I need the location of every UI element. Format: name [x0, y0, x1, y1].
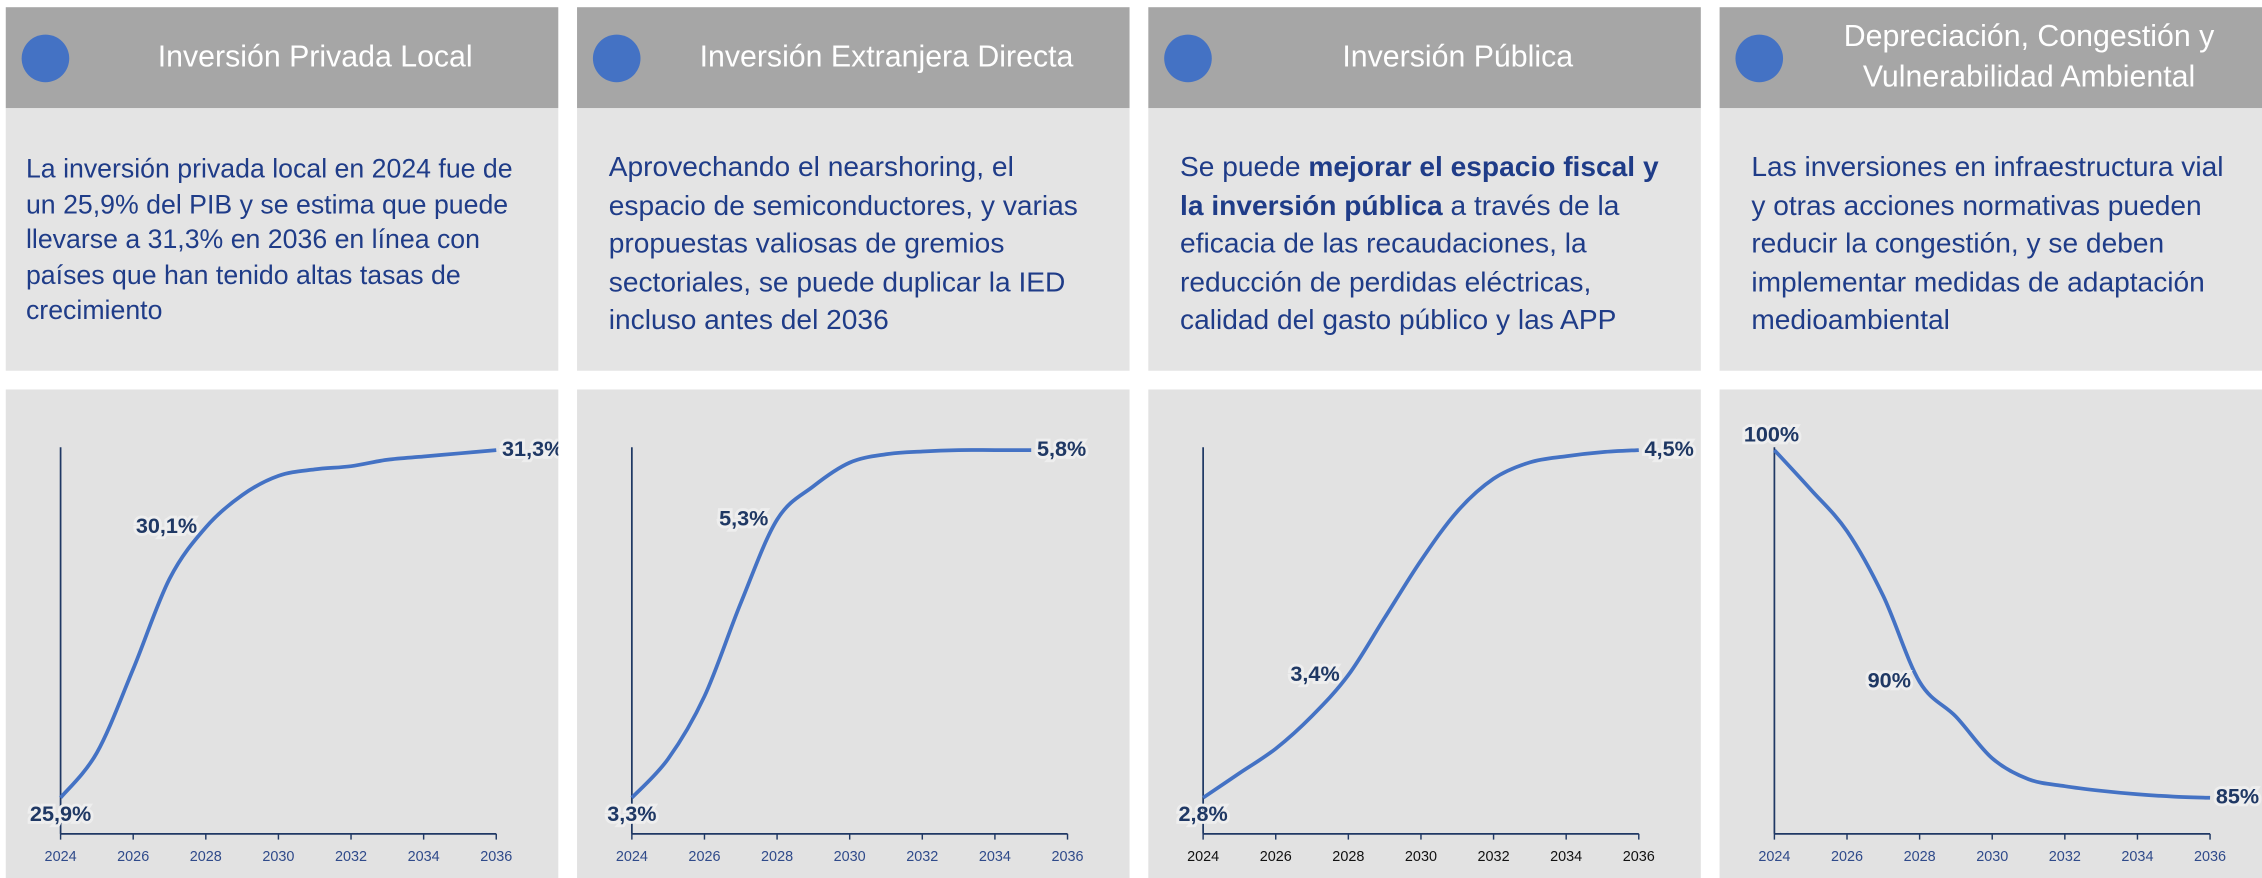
panel-header: Inversión Pública [1148, 7, 1701, 109]
x-tick-label: 2032 [2049, 849, 2081, 865]
x-tick-label: 2028 [1332, 849, 1364, 865]
x-tick-label: 2032 [1478, 849, 1510, 865]
data-label: 25,9% [30, 801, 91, 826]
x-tick-label: 2028 [1904, 849, 1936, 865]
chart-box: 2024 2026 2028 2030 2032 2034 2036 3,3% 5,3% 5,8% [577, 389, 1130, 878]
x-tick-label: 2026 [1831, 849, 1863, 865]
panel-title: Depreciación, Congestión y Vulnerabilida… [1843, 20, 2215, 94]
x-tick-label: 2036 [1051, 849, 1083, 865]
data-label: 30,1% [136, 513, 197, 538]
x-tick-label: 2034 [979, 849, 1011, 865]
panel-body: Se puede mejorar el espacio fiscal y la … [1148, 108, 1701, 371]
panel-text: Las inversiones en infraestructura vial … [1751, 149, 2240, 340]
bold-text: mejorar el espacio fiscal y la inversión… [1180, 151, 1659, 222]
panel: Depreciación, Congestión y Vulnerabilida… [1719, 7, 2262, 878]
chart: 2024 2026 2028 2030 2032 2034 2036 2,8% 3,4% 4,5% [1176, 433, 1697, 865]
x-tick-label: 2026 [688, 849, 720, 865]
panel-text: Aprovechando el nearshoring, el espacio … [609, 149, 1098, 340]
x-tick-label: 2030 [262, 849, 294, 865]
data-label: 4,5% [1645, 436, 1694, 461]
chart-box: 2024 2026 2028 2030 2032 2034 2036 2,8% 3,4% 4,5% [1148, 389, 1701, 878]
x-tick-label: 2030 [834, 849, 866, 865]
line [1202, 448, 1639, 800]
text: La inversión privada local en 2024 fue d… [25, 152, 513, 325]
data-label: 2,8% [1178, 801, 1227, 826]
chart-box: 2024 2026 2028 2030 2032 2034 2036 25,9% 30,1% 31… [5, 389, 566, 878]
panel: Inversión Extranjera Directa Aprovechando… [577, 7, 1130, 878]
text: Las inversiones en infraestructura vial … [1751, 151, 2224, 337]
header-dot [1164, 34, 1212, 83]
x-tick-label: 2024 [45, 849, 77, 865]
x-tick-label: 2034 [1550, 849, 1582, 865]
x-tick-label: 2030 [1405, 849, 1437, 865]
x-tick-label: 2024 [1187, 849, 1219, 865]
panel-header: Depreciación, Congestión y Vulnerabilida… [1719, 7, 2262, 109]
x-tick-label: 2026 [1260, 849, 1292, 865]
panel-text: La inversión privada local en 2024 fue d… [26, 151, 527, 328]
x-tick-label: 2034 [2121, 849, 2153, 865]
data-label: 100% [1744, 421, 1799, 446]
panel-body: Aprovechando el nearshoring, el espacio … [577, 108, 1130, 371]
line [59, 448, 497, 799]
header-dot [1735, 34, 1784, 83]
x-tick-label: 2036 [480, 849, 512, 865]
x-tick-label: 2034 [408, 849, 440, 865]
x-tick-label: 2030 [1976, 849, 2008, 865]
chart: 2024 2026 2028 2030 2032 2034 2036 25,9% 30,1% 31… [27, 433, 566, 865]
header-dot [21, 34, 70, 83]
line [630, 448, 1032, 800]
panel-header: Inversión Extranjera Directa [577, 7, 1130, 109]
panel-text: Se puede mejorar el espacio fiscal y la … [1180, 149, 1669, 340]
x-tick-label: 2036 [2194, 849, 2226, 865]
data-label: 3,4% [1290, 661, 1339, 686]
data-label: 90% [1868, 668, 1911, 693]
panel: Inversión Pública Se puede mejorar el esp… [1148, 7, 1701, 878]
panel-body: La inversión privada local en 2024 fue d… [5, 108, 559, 371]
data-label: 5,8% [1037, 436, 1086, 461]
panel-title: Inversión Privada Local [157, 40, 473, 74]
text: Se puede [1180, 151, 1309, 184]
x-tick-label: 2028 [190, 849, 222, 865]
panel-header: Inversión Privada Local [5, 7, 559, 109]
x-tick-label: 2036 [1623, 849, 1655, 865]
panel-title: Inversión Pública [1342, 40, 1574, 74]
header-dot [592, 34, 641, 83]
x-tick-label: 2024 [616, 849, 648, 865]
x-tick-label: 2028 [761, 849, 793, 865]
chart-box: 2024 2026 2028 2030 2032 2034 2036 100% 90% 85% [1719, 389, 2262, 878]
text: a través de la eficacia de las recaudaci… [1180, 189, 1620, 337]
data-label: 5,3% [719, 505, 768, 530]
chart: 2024 2026 2028 2030 2032 2034 2036 100% 90% 85% [1741, 419, 2262, 866]
panel: Inversión Privada Local La inversión priv… [5, 7, 566, 878]
data-label: 85% [2216, 784, 2259, 809]
line [1773, 448, 2211, 800]
data-label: 3,3% [607, 801, 656, 826]
panel-body: Las inversiones en infraestructura vial … [1719, 108, 2262, 371]
text: Aprovechando el nearshoring, el espacio … [608, 151, 1078, 337]
x-tick-label: 2032 [335, 849, 367, 865]
x-tick-label: 2024 [1758, 849, 1790, 865]
data-label: 31,3% [502, 436, 558, 461]
chart: 2024 2026 2028 2030 2032 2034 2036 3,3% 5,3% 5,8% [604, 433, 1089, 865]
x-tick-label: 2026 [117, 849, 149, 865]
panel-title: Inversión Extranjera Directa [699, 40, 1074, 74]
x-tick-label: 2032 [906, 849, 938, 865]
